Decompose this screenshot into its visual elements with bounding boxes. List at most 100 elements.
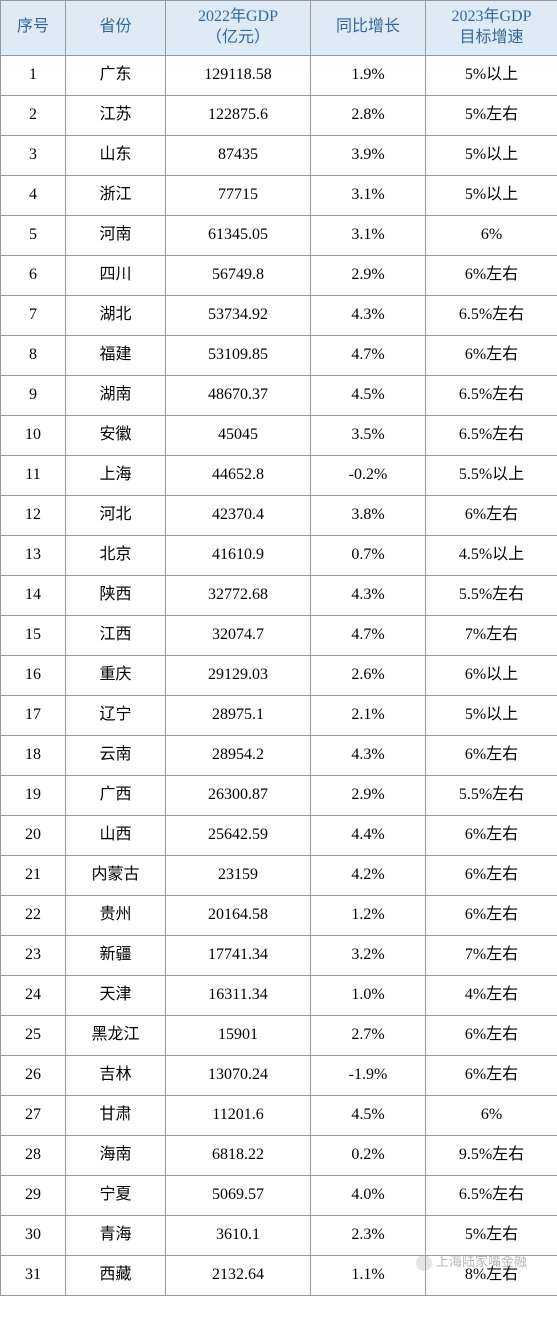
table-cell: 6%	[426, 1095, 557, 1135]
table-cell: 6%左右	[426, 855, 557, 895]
table-cell: 11	[1, 455, 66, 495]
header-target: 2023年GDP目标增速	[426, 1, 557, 56]
table-row: 27甘肃11201.64.5%6%	[1, 1095, 557, 1135]
table-cell: 28954.2	[166, 735, 311, 775]
table-cell: 2.9%	[311, 255, 426, 295]
table-cell: 13	[1, 535, 66, 575]
table-cell: 42370.4	[166, 495, 311, 535]
table-cell: 87435	[166, 135, 311, 175]
table-row: 29宁夏5069.574.0%6.5%左右	[1, 1175, 557, 1215]
table-row: 28海南6818.220.2%9.5%左右	[1, 1135, 557, 1175]
table-cell: 湖南	[66, 375, 166, 415]
table-cell: 53734.92	[166, 295, 311, 335]
table-row: 9湖南48670.374.5%6.5%左右	[1, 375, 557, 415]
table-cell: 4.7%	[311, 335, 426, 375]
table-cell: 贵州	[66, 895, 166, 935]
table-cell: 10	[1, 415, 66, 455]
table-cell: 4.2%	[311, 855, 426, 895]
table-cell: 6%左右	[426, 255, 557, 295]
table-cell: 5%以上	[426, 135, 557, 175]
table-cell: 2132.64	[166, 1255, 311, 1295]
table-cell: 13070.24	[166, 1055, 311, 1095]
table-cell: 53109.85	[166, 335, 311, 375]
table-cell: 4.3%	[311, 735, 426, 775]
table-row: 12河北42370.43.8%6%左右	[1, 495, 557, 535]
table-cell: 9	[1, 375, 66, 415]
table-cell: 29	[1, 1175, 66, 1215]
table-row: 21内蒙古231594.2%6%左右	[1, 855, 557, 895]
table-row: 30青海3610.12.3%5%左右	[1, 1215, 557, 1255]
table-cell: 6%左右	[426, 815, 557, 855]
table-cell: 2.3%	[311, 1215, 426, 1255]
table-cell: 1.1%	[311, 1255, 426, 1295]
table-cell: 湖北	[66, 295, 166, 335]
table-cell: 4	[1, 175, 66, 215]
table-cell: 青海	[66, 1215, 166, 1255]
table-cell: 1.0%	[311, 975, 426, 1015]
table-cell: 19	[1, 775, 66, 815]
table-cell: 2	[1, 95, 66, 135]
table-cell: 陕西	[66, 575, 166, 615]
table-cell: 4.5%以上	[426, 535, 557, 575]
table-cell: 6%左右	[426, 895, 557, 935]
table-cell: 15901	[166, 1015, 311, 1055]
table-cell: 4.3%	[311, 295, 426, 335]
table-cell: 44652.8	[166, 455, 311, 495]
table-cell: 3.2%	[311, 935, 426, 975]
header-growth: 同比增长	[311, 1, 426, 56]
table-row: 14陕西32772.684.3%5.5%左右	[1, 575, 557, 615]
table-cell: 2.9%	[311, 775, 426, 815]
table-cell: 7%左右	[426, 615, 557, 655]
table-cell: 17741.34	[166, 935, 311, 975]
table-cell: 江西	[66, 615, 166, 655]
table-cell: -0.2%	[311, 455, 426, 495]
table-cell: 黑龙江	[66, 1015, 166, 1055]
table-cell: 四川	[66, 255, 166, 295]
table-cell: 20164.58	[166, 895, 311, 935]
table-cell: 25642.59	[166, 815, 311, 855]
table-cell: 5	[1, 215, 66, 255]
table-cell: 12	[1, 495, 66, 535]
table-cell: 西藏	[66, 1255, 166, 1295]
table-cell: 内蒙古	[66, 855, 166, 895]
table-cell: 25	[1, 1015, 66, 1055]
table-cell: 6%左右	[426, 735, 557, 775]
table-cell: -1.9%	[311, 1055, 426, 1095]
table-cell: 重庆	[66, 655, 166, 695]
table-cell: 6%左右	[426, 335, 557, 375]
table-cell: 0.2%	[311, 1135, 426, 1175]
table-cell: 8	[1, 335, 66, 375]
table-row: 17辽宁28975.12.1%5%以上	[1, 695, 557, 735]
header-index: 序号	[1, 1, 66, 56]
table-row: 3山东874353.9%5%以上	[1, 135, 557, 175]
table-cell: 6.5%左右	[426, 295, 557, 335]
table-body: 1广东129118.581.9%5%以上2江苏122875.62.8%5%左右3…	[1, 55, 557, 1295]
table-cell: 16311.34	[166, 975, 311, 1015]
table-cell: 3.5%	[311, 415, 426, 455]
table-cell: 云南	[66, 735, 166, 775]
table-container: 序号 省份 2022年GDP（亿元） 同比增长 2023年GDP目标增速 1广东…	[0, 0, 557, 1296]
table-cell: 2.7%	[311, 1015, 426, 1055]
table-row: 26吉林13070.24-1.9%6%左右	[1, 1055, 557, 1095]
table-cell: 32074.7	[166, 615, 311, 655]
watermark-text: 上海陆家嘴金融	[436, 1254, 527, 1269]
table-cell: 29129.03	[166, 655, 311, 695]
table-cell: 77715	[166, 175, 311, 215]
table-cell: 天津	[66, 975, 166, 1015]
table-cell: 4.4%	[311, 815, 426, 855]
table-row: 5河南61345.053.1%6%	[1, 215, 557, 255]
table-row: 8福建53109.854.7%6%左右	[1, 335, 557, 375]
header-gdp: 2022年GDP（亿元）	[166, 1, 311, 56]
table-cell: 5.5%左右	[426, 775, 557, 815]
table-row: 23新疆17741.343.2%7%左右	[1, 935, 557, 975]
header-row: 序号 省份 2022年GDP（亿元） 同比增长 2023年GDP目标增速	[1, 1, 557, 56]
table-cell: 2.8%	[311, 95, 426, 135]
table-cell: 6%左右	[426, 495, 557, 535]
table-cell: 海南	[66, 1135, 166, 1175]
table-cell: 山西	[66, 815, 166, 855]
table-cell: 5069.57	[166, 1175, 311, 1215]
table-cell: 32772.68	[166, 575, 311, 615]
table-cell: 17	[1, 695, 66, 735]
table-cell: 2.6%	[311, 655, 426, 695]
table-cell: 11201.6	[166, 1095, 311, 1135]
